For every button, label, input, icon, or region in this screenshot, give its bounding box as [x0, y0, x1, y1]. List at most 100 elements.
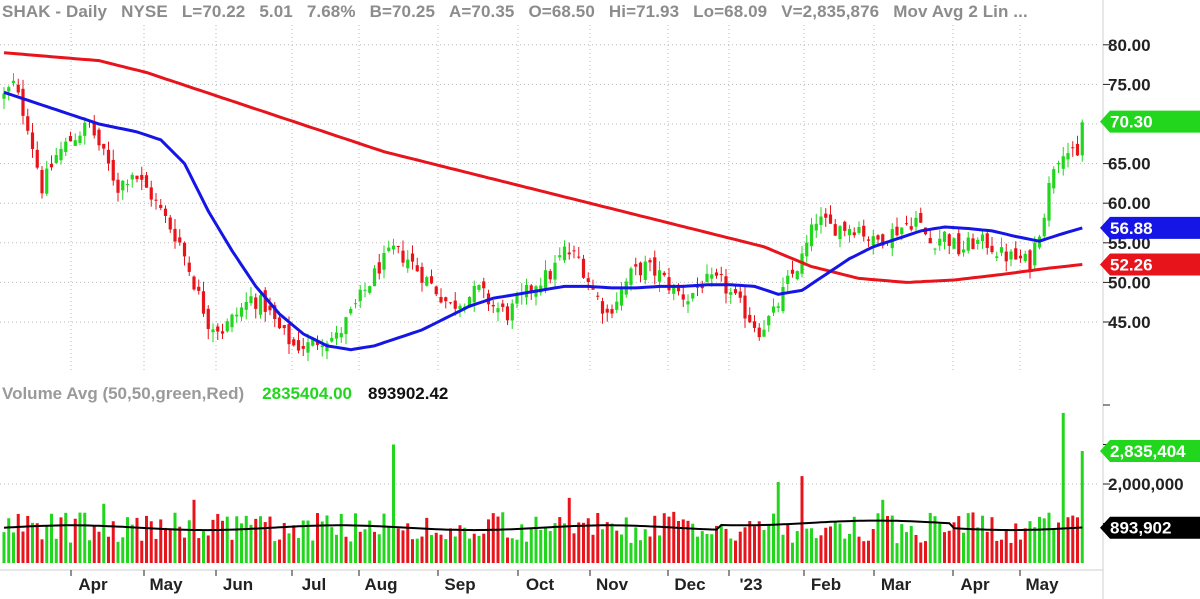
candle-body	[952, 238, 956, 249]
volume-bar	[401, 530, 405, 563]
candle-body	[548, 271, 552, 280]
candle-body	[947, 234, 951, 246]
volume-bar	[491, 513, 495, 563]
volume-bar	[605, 522, 609, 563]
candle-body	[553, 262, 557, 280]
candle-body	[1033, 242, 1037, 266]
candle-body	[510, 303, 514, 321]
candle-body	[106, 149, 111, 164]
volume-bar	[572, 533, 576, 563]
volume-bar	[330, 527, 334, 563]
volume-bar	[107, 536, 110, 563]
volume-bar	[506, 537, 509, 563]
candle-body	[201, 291, 206, 314]
volume-bar	[240, 523, 243, 563]
volume-bar	[192, 499, 196, 563]
candle-body	[862, 225, 866, 237]
volume-bar	[173, 512, 177, 563]
candle-body	[282, 325, 286, 329]
time-axis: Apr May Jun Jul Aug Sep Oct Nov Dec '23 Feb Mar Apr M…	[0, 569, 1103, 594]
volume-bar	[1004, 530, 1008, 563]
volume-bar	[268, 516, 272, 563]
candle-body	[1009, 251, 1013, 260]
candle-body	[301, 346, 305, 349]
volume-value: 2835404.00	[262, 384, 352, 403]
candle-body	[529, 285, 533, 292]
candle-body	[7, 87, 11, 92]
candle-body	[904, 223, 909, 225]
volume-bar	[886, 516, 889, 563]
candle-body	[857, 226, 861, 233]
volume-bar	[510, 538, 514, 563]
volume-study-label: Volume Avg (50,50,green,Red)	[2, 384, 245, 403]
candle-body	[581, 258, 586, 278]
candle-body	[30, 132, 35, 149]
volume-bar	[848, 533, 851, 563]
volume-bar	[349, 541, 353, 563]
candle-body	[771, 306, 776, 313]
volume-bar	[35, 523, 39, 563]
volume-bar	[335, 534, 338, 563]
volume-bar	[368, 520, 372, 563]
volume-bar	[738, 531, 742, 563]
candle-body	[619, 288, 624, 306]
candle-body	[667, 277, 671, 291]
candle-body	[315, 340, 320, 345]
volume-bar	[743, 527, 747, 563]
candle-body	[68, 136, 73, 142]
volume-bar	[1038, 516, 1041, 563]
volume-bar	[140, 540, 144, 563]
volume-bar	[857, 536, 861, 563]
volume-avg-tag-label: 893,902	[1110, 519, 1171, 538]
candle-body	[1014, 248, 1018, 260]
candle-body	[676, 287, 681, 292]
volume-bar	[211, 519, 215, 563]
volume-bar	[406, 523, 410, 563]
candle-body	[824, 213, 828, 218]
volume-bar	[596, 513, 600, 563]
candle-body	[681, 294, 685, 300]
volume-bar	[377, 534, 381, 563]
candle-body	[377, 262, 381, 274]
volume-bar	[553, 523, 557, 563]
volume-bar	[786, 523, 790, 563]
volume-bar	[577, 522, 581, 563]
candle-body	[211, 329, 215, 333]
volume-bar	[534, 516, 538, 563]
volume-bar	[225, 516, 229, 563]
volume-bar	[672, 511, 676, 563]
candle-body	[938, 238, 942, 246]
volume-bar	[487, 519, 490, 563]
volume-bar	[558, 517, 562, 563]
volume-bar	[624, 517, 628, 563]
candle-body	[125, 183, 130, 185]
candle-body	[410, 253, 415, 262]
candle-body	[999, 247, 1004, 253]
candle-body	[814, 223, 818, 231]
candle-body	[852, 232, 856, 236]
volume-bar	[59, 517, 63, 563]
volume-bar	[586, 518, 590, 563]
volume-last-tag: 2,835,404	[1100, 440, 1200, 463]
candle-body	[239, 307, 244, 317]
candle-body	[311, 338, 315, 346]
volume-bar	[183, 537, 186, 563]
candle-body	[472, 285, 476, 303]
bid-label: B=70.25	[369, 2, 436, 21]
candle-body	[11, 80, 16, 84]
volume-bar	[244, 515, 248, 563]
candle-body	[990, 245, 994, 253]
volume-last-tag-label: 2,835,404	[1110, 442, 1186, 461]
volume-bar	[202, 531, 205, 563]
candle-body	[672, 286, 676, 294]
volume-bar	[814, 538, 818, 563]
volume-bar	[301, 520, 305, 563]
candle-body	[296, 340, 301, 351]
volume-bar	[425, 517, 429, 563]
candle-body	[1018, 255, 1023, 259]
volume-bar	[871, 529, 875, 563]
candle-body	[729, 292, 733, 295]
candle-body	[244, 301, 248, 310]
volume-bar	[387, 527, 391, 563]
